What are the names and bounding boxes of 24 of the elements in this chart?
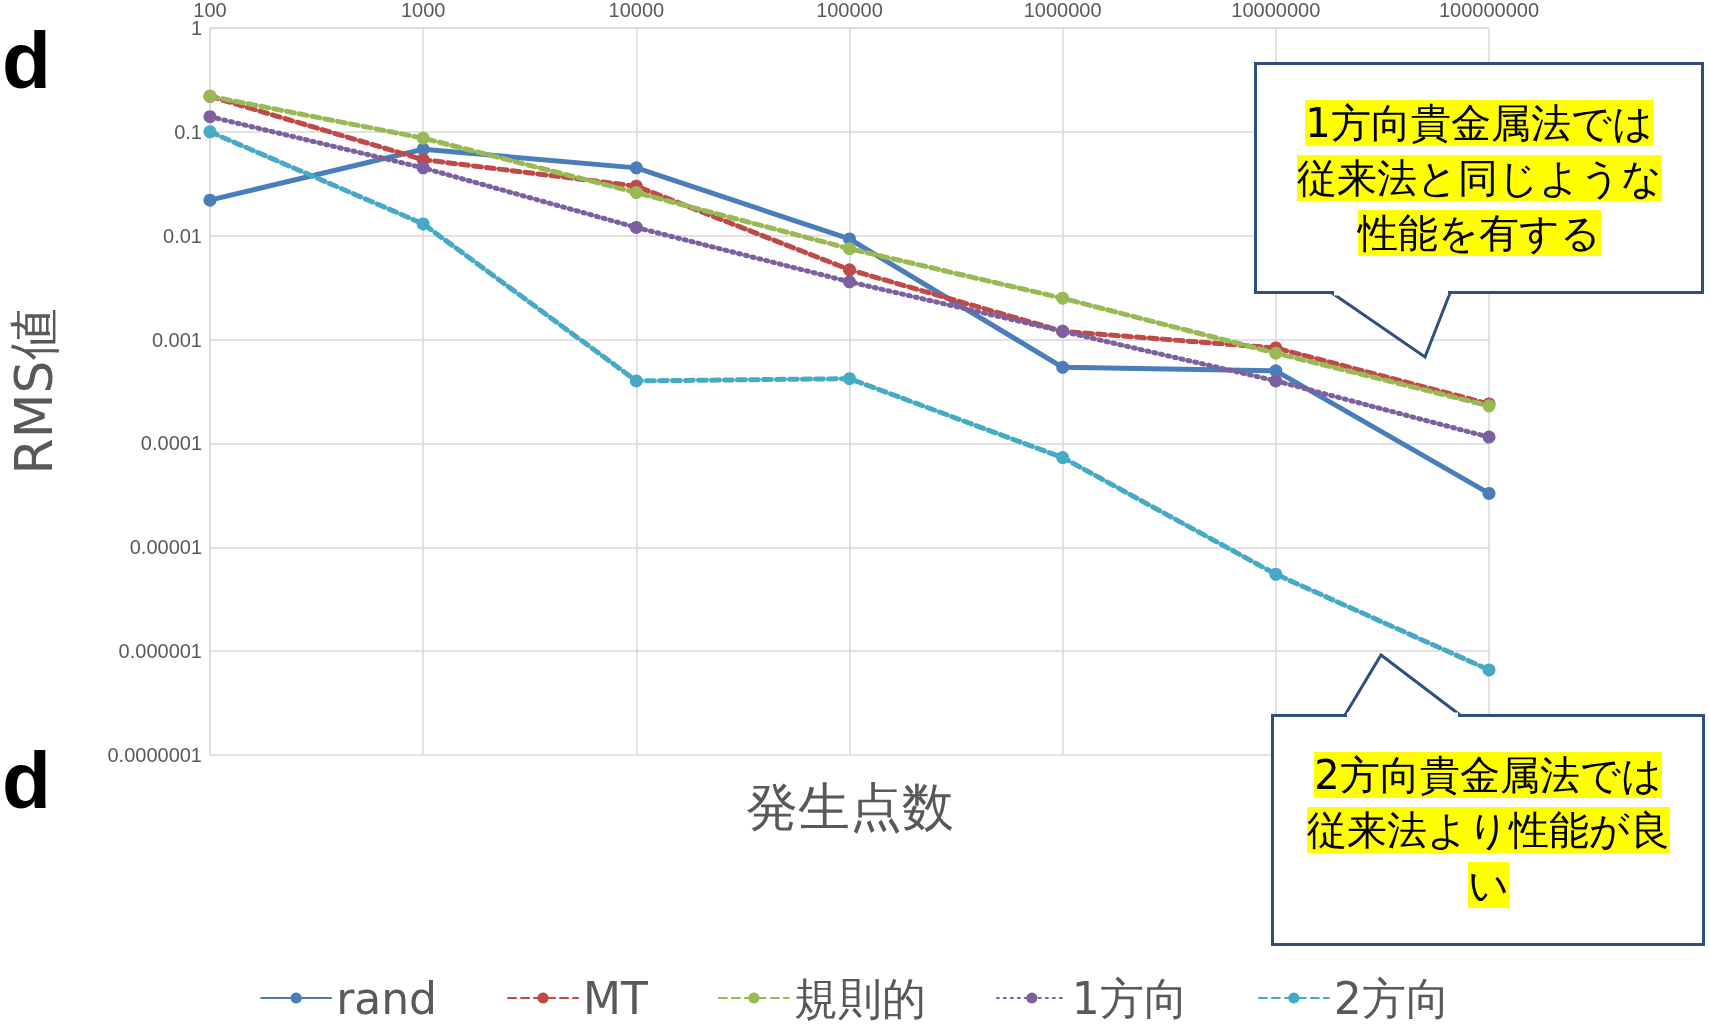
- y-axis-title: RMS値: [4, 308, 64, 475]
- y-tick-label: 0.01: [163, 224, 202, 247]
- annotation: 2方向貴金属法では従来法より性能が良い: [1306, 751, 1670, 908]
- text: d: [2, 15, 51, 105]
- y-tick-label: 0.0000001: [107, 744, 202, 766]
- legend-label: 1方向: [1071, 972, 1188, 1024]
- x-tick-label: 100000000: [1438, 0, 1540, 21]
- text: d: [2, 735, 51, 825]
- x-tick-label: 1000: [400, 0, 446, 21]
- y-tick-label: 0.1: [174, 120, 202, 143]
- y-tick-label: 0.001: [151, 328, 202, 351]
- y-tick-label: 0.0001: [140, 432, 202, 455]
- x-tick-label: 100000: [816, 0, 883, 21]
- legend-label: 2方向: [1333, 972, 1450, 1024]
- y-tick-label: 0.000001: [118, 640, 202, 663]
- x-tick-label: 10000000: [1231, 0, 1321, 21]
- callout: 2方向貴金属法では従来法より性能が良い: [1271, 655, 1705, 946]
- legend-label: MT: [583, 972, 648, 1024]
- legend-label: 規則的: [793, 972, 926, 1024]
- x-axis-title: 発生点数: [745, 777, 954, 837]
- y-tick-label: 0.00001: [129, 536, 202, 559]
- x-tick-label: 10000: [608, 0, 665, 21]
- legend-label: rand: [336, 972, 438, 1024]
- x-tick-label: 1000000: [1023, 0, 1102, 21]
